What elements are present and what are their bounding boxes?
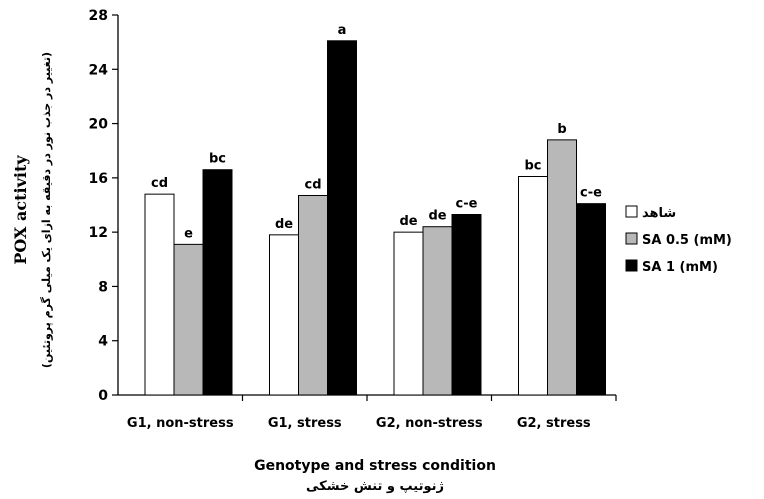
legend-label: شاهد: [642, 206, 676, 221]
bar: [144, 193, 175, 396]
significance-label: cd: [304, 178, 321, 193]
legend-swatch: [625, 259, 638, 272]
legend-swatch: [625, 205, 638, 218]
y-tick-label: 20: [89, 117, 109, 133]
y-axis-label: POX activity: [11, 155, 30, 265]
legend-label: SA 1 (mM): [642, 260, 718, 275]
significance-label: a: [338, 23, 347, 38]
category-label: G1, non-stress: [127, 416, 234, 431]
y-tick-label: 12: [89, 225, 108, 241]
bar: [173, 243, 204, 396]
bar: [576, 203, 606, 396]
bar: [422, 226, 453, 396]
bar: [547, 139, 577, 396]
y-tick-label: 0: [98, 388, 108, 404]
y-tick-label: 24: [89, 62, 109, 78]
significance-label: c-e: [580, 186, 602, 201]
significance-label: b: [557, 122, 566, 137]
bar: [298, 195, 328, 396]
significance-label: de: [275, 217, 293, 232]
bars: [144, 40, 606, 396]
category-label: G2, non-stress: [376, 416, 483, 431]
bar: [518, 176, 548, 396]
y-tick-label: 4: [98, 334, 108, 350]
significance-label: bc: [209, 152, 226, 167]
x-axis-label: Genotype and stress condition: [254, 458, 496, 474]
legend-swatch: [625, 232, 638, 245]
significance-label: de: [399, 214, 417, 229]
y-tick-label: 8: [98, 279, 108, 295]
legend-label: SA 0.5 (mM): [642, 233, 732, 248]
y-ticks: 0 4 8 12 16 20 24 28: [89, 8, 118, 404]
bar: [393, 231, 424, 396]
bar: [451, 214, 482, 396]
bar: [202, 169, 233, 396]
bar: [269, 234, 299, 396]
category-label: G2, stress: [517, 416, 591, 431]
category-label: G1, stress: [268, 416, 342, 431]
x-axis-sublabel: ژنوتیپ و تنش خشکی: [306, 479, 444, 494]
significance-label: c-e: [456, 197, 478, 212]
significance-label: cd: [151, 176, 168, 191]
significance-label: e: [184, 226, 193, 241]
significance-label: bc: [524, 159, 541, 174]
y-tick-label: 16: [89, 171, 108, 187]
bar: [327, 40, 357, 396]
category-labels: G1, non-stress G1, stress G2, non-stress G2…: [127, 395, 617, 431]
y-tick-label: 28: [89, 8, 108, 24]
significance-label: de: [428, 209, 446, 224]
legend: شاهد SA 0.5 (mM) SA 1 (mM): [625, 205, 732, 275]
y-axis-sublabel: (تغییر در جذب نور در دقیقه به ازای یک می…: [40, 52, 53, 368]
